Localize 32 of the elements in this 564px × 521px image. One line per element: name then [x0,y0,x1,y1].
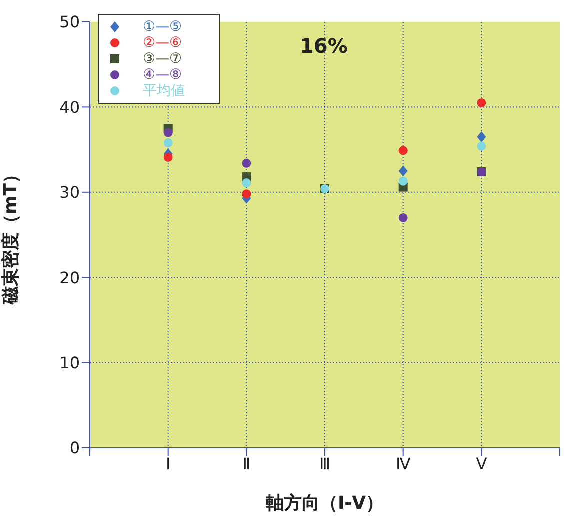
point [398,176,408,186]
x-axis-title: 軸方向（Ⅰ-Ⅴ） [266,493,384,514]
point [398,213,408,222]
point [242,158,252,168]
legend-label: ④—⑧ [143,67,182,83]
point [398,166,408,177]
y-tick-label: 40 [60,98,80,117]
y-tick-label: 50 [60,12,80,32]
legend-label: ②—⑥ [143,35,182,51]
point [164,138,173,148]
point [164,152,173,162]
point [477,132,486,143]
point [242,190,252,199]
annotation: 16% [300,34,348,58]
y-tick-label: 20 [60,268,80,288]
y-tick-label: 10 [60,353,80,372]
point [477,98,486,108]
legend-label: ③—⑦ [143,51,182,67]
x-tick-label: Ⅳ [396,454,411,474]
point [164,128,173,138]
y-tick-label: 0 [70,438,80,458]
y-tick-label: 30 [60,183,80,202]
x-tick-label: Ⅲ [319,454,331,474]
legend-label: 平均値 [143,83,185,99]
x-tick-label: Ⅰ [166,454,171,474]
point [398,146,408,156]
y-axis-title: 磁束密度（mT） [0,165,22,306]
point [242,178,252,188]
legend-label: ①—⑤ [143,19,182,35]
x-tick-label: Ⅴ [476,454,488,474]
point [477,142,486,151]
x-tick-label: Ⅱ [242,454,251,474]
